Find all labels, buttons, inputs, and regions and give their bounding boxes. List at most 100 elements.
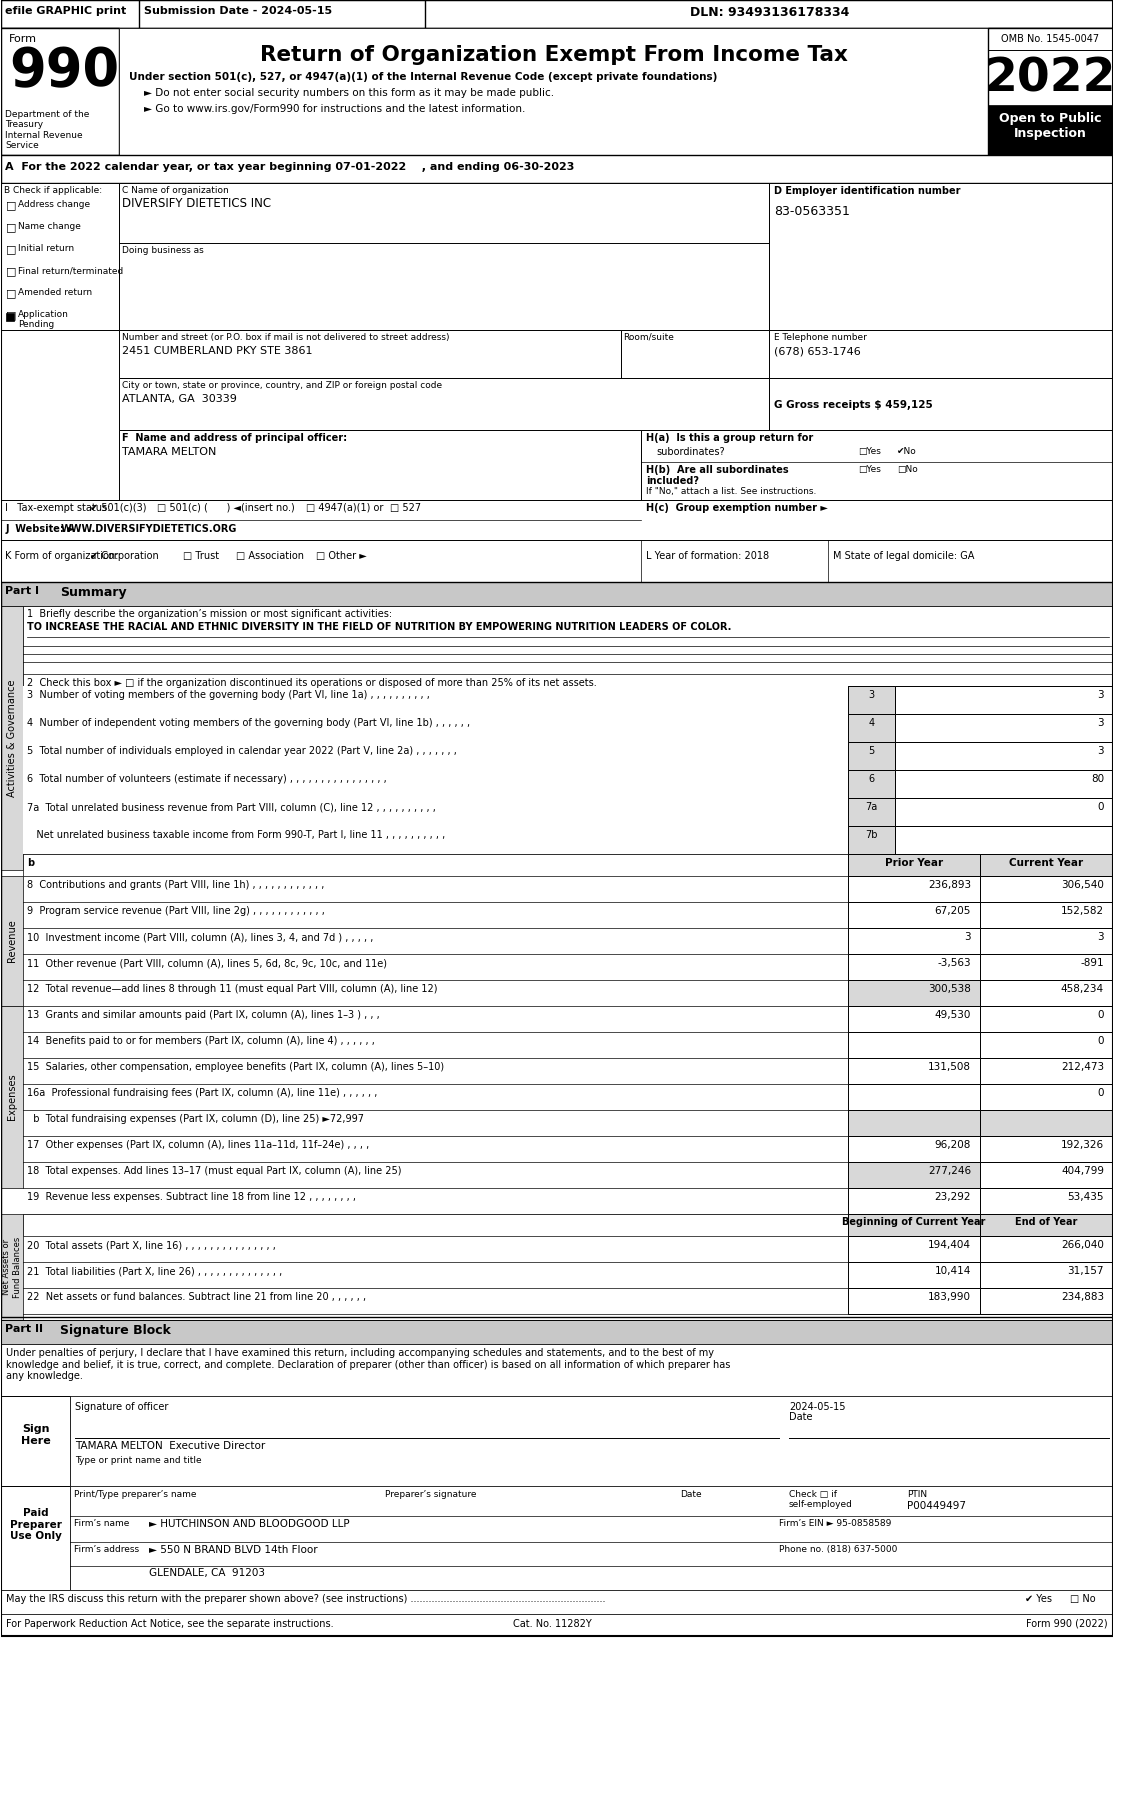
Text: P00449497: P00449497 bbox=[907, 1500, 966, 1511]
Text: 20  Total assets (Part X, line 16) , , , , , , , , , , , , , , ,: 20 Total assets (Part X, line 16) , , , … bbox=[27, 1241, 275, 1250]
Bar bbox=[848, 902, 980, 929]
Bar bbox=[769, 330, 1113, 377]
Text: 0: 0 bbox=[1097, 1036, 1104, 1047]
Bar bbox=[848, 1136, 980, 1163]
Bar bbox=[23, 606, 1113, 686]
Text: F  Name and address of principal officer:: F Name and address of principal officer: bbox=[122, 434, 348, 443]
Bar bbox=[980, 980, 1113, 1007]
Text: 11  Other revenue (Part VIII, column (A), lines 5, 6d, 8c, 9c, 10c, and 11e): 11 Other revenue (Part VIII, column (A),… bbox=[27, 958, 387, 969]
Text: 152,582: 152,582 bbox=[1061, 905, 1104, 916]
Text: Initial return: Initial return bbox=[18, 245, 75, 252]
Text: 0: 0 bbox=[1097, 1088, 1104, 1097]
Text: WWW.DIVERSIFYDIETETICS.ORG: WWW.DIVERSIFYDIETETICS.ORG bbox=[60, 524, 237, 533]
Text: □: □ bbox=[6, 200, 17, 210]
Bar bbox=[1, 1397, 70, 1486]
Text: 3: 3 bbox=[1097, 689, 1104, 700]
Text: C Name of organization: C Name of organization bbox=[122, 187, 229, 194]
Text: G Gross receipts $ 459,125: G Gross receipts $ 459,125 bbox=[774, 401, 933, 410]
Text: 404,799: 404,799 bbox=[1061, 1166, 1104, 1175]
Text: Revenue: Revenue bbox=[7, 920, 17, 963]
Text: subordinates?: subordinates? bbox=[656, 446, 725, 457]
Text: 131,508: 131,508 bbox=[928, 1061, 971, 1072]
Text: □: □ bbox=[6, 267, 17, 276]
Bar bbox=[1, 154, 1113, 183]
Text: Date: Date bbox=[789, 1411, 813, 1422]
Text: TAMARA MELTON  Executive Director: TAMARA MELTON Executive Director bbox=[75, 1440, 265, 1451]
Text: Amended return: Amended return bbox=[18, 288, 93, 297]
Bar bbox=[848, 1288, 980, 1313]
Bar bbox=[1, 1321, 1113, 1344]
Text: 15  Salaries, other compensation, employee benefits (Part IX, column (A), lines : 15 Salaries, other compensation, employe… bbox=[27, 1061, 444, 1072]
Bar bbox=[848, 1263, 980, 1288]
Text: Check □ if: Check □ if bbox=[789, 1489, 837, 1498]
Text: 3: 3 bbox=[964, 932, 971, 941]
Text: Beginning of Current Year: Beginning of Current Year bbox=[842, 1217, 986, 1226]
Text: TAMARA MELTON: TAMARA MELTON bbox=[122, 446, 217, 457]
Bar bbox=[848, 854, 1113, 876]
Bar bbox=[980, 1288, 1113, 1313]
Text: -891: -891 bbox=[1080, 958, 1104, 969]
Bar bbox=[980, 876, 1113, 902]
Text: A  For the 2022 calendar year, or tax year beginning 07-01-2022    , and ending : A For the 2022 calendar year, or tax yea… bbox=[6, 161, 575, 172]
Bar bbox=[1, 541, 1113, 582]
Bar bbox=[1, 183, 120, 330]
Bar bbox=[23, 1214, 848, 1235]
Bar bbox=[848, 825, 895, 854]
Text: Preparer’s signature: Preparer’s signature bbox=[385, 1489, 476, 1498]
Bar bbox=[895, 742, 1113, 769]
Text: Summary: Summary bbox=[60, 586, 126, 599]
Bar bbox=[980, 1058, 1113, 1085]
Bar bbox=[1, 183, 1113, 330]
Text: 212,473: 212,473 bbox=[1061, 1061, 1104, 1072]
Bar bbox=[895, 686, 1113, 715]
Text: self-employed: self-employed bbox=[789, 1500, 852, 1509]
Text: Cat. No. 11282Y: Cat. No. 11282Y bbox=[514, 1620, 592, 1629]
Text: □ 501(c) (      ) ◄(insert no.): □ 501(c) ( ) ◄(insert no.) bbox=[157, 502, 295, 513]
Bar bbox=[848, 1085, 980, 1110]
Bar bbox=[1, 27, 1113, 154]
Text: 1  Briefly describe the organization’s mission or most significant activities:: 1 Briefly describe the organization’s mi… bbox=[27, 610, 392, 619]
Text: Signature Block: Signature Block bbox=[60, 1324, 172, 1337]
Bar bbox=[23, 769, 848, 798]
Text: 6  Total number of volunteers (estimate if necessary) , , , , , , , , , , , , , : 6 Total number of volunteers (estimate i… bbox=[27, 775, 386, 784]
Text: DIVERSIFY DIETETICS INC: DIVERSIFY DIETETICS INC bbox=[122, 198, 271, 210]
Text: May the IRS discuss this return with the preparer shown above? (see instructions: May the IRS discuss this return with the… bbox=[6, 1595, 605, 1604]
Bar bbox=[848, 1058, 980, 1085]
Bar bbox=[848, 1110, 980, 1136]
Bar bbox=[895, 798, 1113, 825]
Bar bbox=[848, 1007, 980, 1032]
Text: 2022: 2022 bbox=[984, 56, 1115, 102]
Bar bbox=[1, 582, 1113, 1317]
Bar bbox=[23, 798, 848, 825]
Text: 96,208: 96,208 bbox=[935, 1139, 971, 1150]
Text: 9  Program service revenue (Part VIII, line 2g) , , , , , , , , , , , ,: 9 Program service revenue (Part VIII, li… bbox=[27, 905, 325, 916]
Bar bbox=[980, 1110, 1113, 1136]
Bar bbox=[895, 769, 1113, 798]
Text: If "No," attach a list. See instructions.: If "No," attach a list. See instructions… bbox=[646, 486, 816, 495]
Bar bbox=[848, 876, 980, 902]
Text: □ No: □ No bbox=[1069, 1595, 1095, 1604]
Text: D Employer identification number: D Employer identification number bbox=[774, 187, 961, 196]
Text: 10,414: 10,414 bbox=[935, 1266, 971, 1275]
Text: GLENDALE, CA  91203: GLENDALE, CA 91203 bbox=[149, 1567, 265, 1578]
Text: (678) 653-1746: (678) 653-1746 bbox=[774, 346, 861, 357]
Text: 183,990: 183,990 bbox=[928, 1292, 971, 1302]
Text: -3,563: -3,563 bbox=[937, 958, 971, 969]
Text: Sign
Here: Sign Here bbox=[20, 1424, 51, 1446]
Bar bbox=[980, 1007, 1113, 1032]
Bar bbox=[6, 314, 14, 321]
Text: 306,540: 306,540 bbox=[1061, 880, 1104, 891]
Bar bbox=[120, 27, 988, 154]
Text: 236,893: 236,893 bbox=[928, 880, 971, 891]
Text: Activities & Governance: Activities & Governance bbox=[7, 678, 17, 796]
Text: TO INCREASE THE RACIAL AND ETHNIC DIVERSITY IN THE FIELD OF NUTRITION BY EMPOWER: TO INCREASE THE RACIAL AND ETHNIC DIVERS… bbox=[27, 622, 732, 631]
Text: Phone no. (818) 637-5000: Phone no. (818) 637-5000 bbox=[779, 1546, 898, 1555]
Text: 2024-05-15: 2024-05-15 bbox=[789, 1402, 846, 1411]
Text: DLN: 93493136178334: DLN: 93493136178334 bbox=[691, 5, 850, 18]
Bar bbox=[848, 1235, 980, 1263]
Bar bbox=[1, 1344, 1113, 1397]
Text: Prior Year: Prior Year bbox=[885, 858, 943, 869]
Text: 67,205: 67,205 bbox=[935, 905, 971, 916]
Text: □: □ bbox=[6, 221, 17, 232]
Text: ATLANTA, GA  30339: ATLANTA, GA 30339 bbox=[122, 394, 237, 405]
